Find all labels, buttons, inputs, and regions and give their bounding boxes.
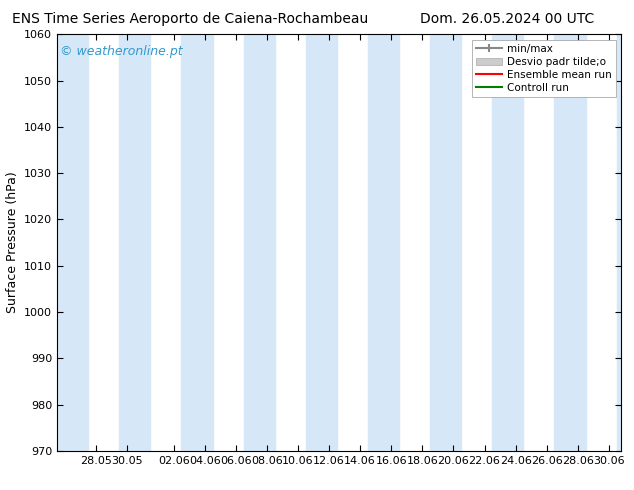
Bar — [57, 34, 88, 451]
Bar — [493, 34, 524, 451]
Bar — [430, 34, 461, 451]
Bar — [555, 34, 586, 451]
Bar — [368, 34, 399, 451]
Bar — [181, 34, 212, 451]
Text: © weatheronline.pt: © weatheronline.pt — [60, 45, 183, 58]
Bar — [243, 34, 275, 451]
Bar — [617, 34, 621, 451]
Bar — [119, 34, 150, 451]
Text: ENS Time Series Aeroporto de Caiena-Rochambeau: ENS Time Series Aeroporto de Caiena-Roch… — [12, 12, 368, 26]
Legend: min/max, Desvio padr tilde;o, Ensemble mean run, Controll run: min/max, Desvio padr tilde;o, Ensemble m… — [472, 40, 616, 97]
Bar — [306, 34, 337, 451]
Text: Dom. 26.05.2024 00 UTC: Dom. 26.05.2024 00 UTC — [420, 12, 594, 26]
Y-axis label: Surface Pressure (hPa): Surface Pressure (hPa) — [6, 172, 18, 314]
